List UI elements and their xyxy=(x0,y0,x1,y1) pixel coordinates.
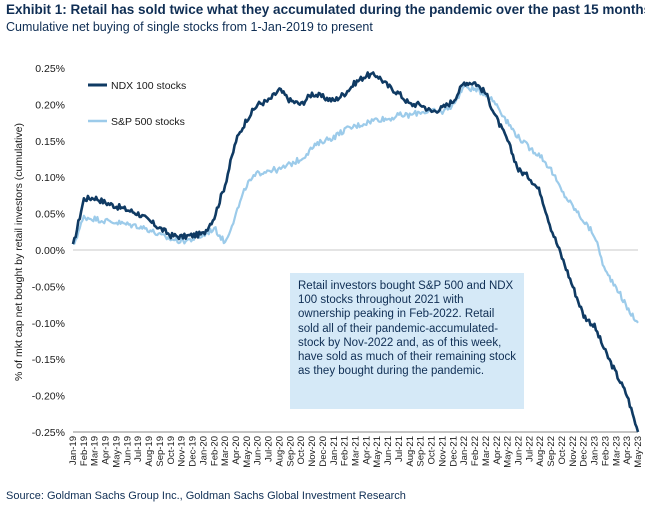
x-tick-label: Apr-19 xyxy=(101,436,112,465)
y-tick-label: 0.15% xyxy=(35,136,65,148)
x-tick-label: Jan-20 xyxy=(198,436,209,465)
x-tick-label: Apr-21 xyxy=(361,436,372,465)
x-tick-label: Jan-19 xyxy=(68,436,79,465)
x-tick-label: Nov-21 xyxy=(437,436,448,467)
x-tick-label: Sep-22 xyxy=(546,436,557,467)
x-tick-label: Feb-23 xyxy=(600,436,611,466)
x-tick-label: Aug-19 xyxy=(144,436,155,467)
chart-title: Exhibit 1: Retail has sold twice what th… xyxy=(6,2,645,17)
x-tick-label: Apr-22 xyxy=(492,436,503,465)
x-tick-label: Mar-22 xyxy=(481,436,492,466)
y-tick-label: 0.05% xyxy=(35,209,65,221)
x-tick-label: Jun-19 xyxy=(122,436,133,465)
x-tick-label: Jul-22 xyxy=(524,436,535,462)
y-tick-label: -0.15% xyxy=(32,354,65,366)
x-tick-label: Mar-23 xyxy=(611,436,622,466)
x-tick-label: Feb-20 xyxy=(209,436,220,466)
x-tick-label: Apr-20 xyxy=(231,436,242,465)
x-tick-label: Dec-20 xyxy=(318,436,329,467)
x-tick-label: Sep-20 xyxy=(285,436,296,467)
x-tick-label: Feb-21 xyxy=(340,436,351,466)
chart-subtitle: Cumulative net buying of single stocks f… xyxy=(6,20,373,34)
x-tick-label: Sep-21 xyxy=(416,436,427,467)
x-tick-label: May-23 xyxy=(633,436,644,468)
y-tick-label: 0.00% xyxy=(35,245,65,257)
y-axis-label: % of mkt cap net bought by retail invest… xyxy=(13,123,25,381)
x-tick-label: Jan-21 xyxy=(329,436,340,465)
x-tick-label: Oct-21 xyxy=(427,436,438,465)
y-tick-label: 0.20% xyxy=(35,99,65,111)
y-tick-label: 0.25% xyxy=(35,63,65,75)
x-tick-label: Jan-23 xyxy=(590,436,601,465)
x-tick-label: Aug-20 xyxy=(274,436,285,467)
x-tick-label: Aug-21 xyxy=(405,436,416,467)
x-tick-label: Jun-22 xyxy=(513,436,524,465)
x-tick-label: Dec-21 xyxy=(448,436,459,467)
series-line-ndx xyxy=(71,71,640,433)
x-tick-label: Jul-21 xyxy=(394,436,405,462)
x-tick-label: May-19 xyxy=(111,436,122,468)
x-tick-label: Jan-22 xyxy=(459,436,470,465)
x-tick-label: Apr-23 xyxy=(622,436,633,465)
x-tick-label: Jun-21 xyxy=(383,436,394,465)
legend-label-ndx: NDX 100 stocks xyxy=(111,80,186,92)
series-line-spx xyxy=(72,82,639,324)
x-tick-label: Jun-20 xyxy=(253,436,264,465)
x-tick-label: Mar-19 xyxy=(90,436,101,466)
x-tick-label: May-22 xyxy=(503,436,514,468)
y-tick-label: 0.10% xyxy=(35,172,65,184)
x-tick-label: Mar-20 xyxy=(220,436,231,466)
x-tick-label: Nov-22 xyxy=(568,436,579,467)
x-tick-label: Nov-19 xyxy=(177,436,188,467)
x-tick-label: Feb-19 xyxy=(79,436,90,466)
x-tick-label: Dec-19 xyxy=(188,436,199,467)
x-tick-label: Sep-19 xyxy=(155,436,166,467)
x-tick-label: Aug-22 xyxy=(535,436,546,467)
x-tick-label: May-21 xyxy=(372,436,383,468)
legend-label-spx: S&P 500 stocks xyxy=(111,116,185,128)
annotation-box: Retail investors bought S&P 500 and NDX … xyxy=(290,273,524,409)
y-tick-label: -0.25% xyxy=(32,427,65,439)
x-tick-label: May-20 xyxy=(242,436,253,468)
x-tick-label: Mar-21 xyxy=(351,436,362,466)
y-tick-label: -0.20% xyxy=(32,391,65,403)
y-tick-label: -0.05% xyxy=(32,281,65,293)
x-tick-label: Oct-22 xyxy=(557,436,568,465)
x-tick-label: Feb-22 xyxy=(470,436,481,466)
x-tick-label: Oct-19 xyxy=(166,436,177,465)
x-tick-label: Jul-19 xyxy=(133,436,144,462)
x-tick-label: Dec-22 xyxy=(579,436,590,467)
x-tick-label: Nov-20 xyxy=(307,436,318,467)
chart-source: Source: Goldman Sachs Group Inc., Goldma… xyxy=(6,490,406,502)
x-tick-label: Oct-20 xyxy=(296,436,307,465)
y-tick-label: -0.10% xyxy=(32,318,65,330)
x-tick-label: Jul-20 xyxy=(264,436,275,462)
